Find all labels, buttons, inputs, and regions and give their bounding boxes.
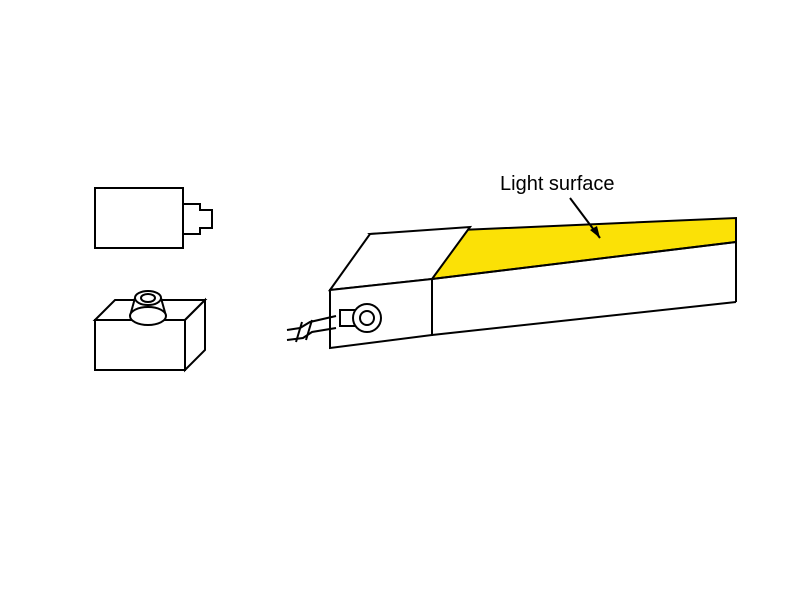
endcap-iso-conn-base bbox=[130, 307, 166, 325]
endcap-iso-front bbox=[95, 320, 185, 370]
endcap-side-nozzle bbox=[183, 204, 212, 234]
connector-inner-ring bbox=[360, 311, 374, 325]
technical-diagram: Light surface bbox=[0, 0, 800, 600]
light-surface-label: Light surface bbox=[500, 173, 615, 195]
endcap-side-body bbox=[95, 188, 183, 248]
strip-bottom-front bbox=[432, 302, 736, 335]
endcap-iso-conn-hole bbox=[141, 294, 155, 302]
